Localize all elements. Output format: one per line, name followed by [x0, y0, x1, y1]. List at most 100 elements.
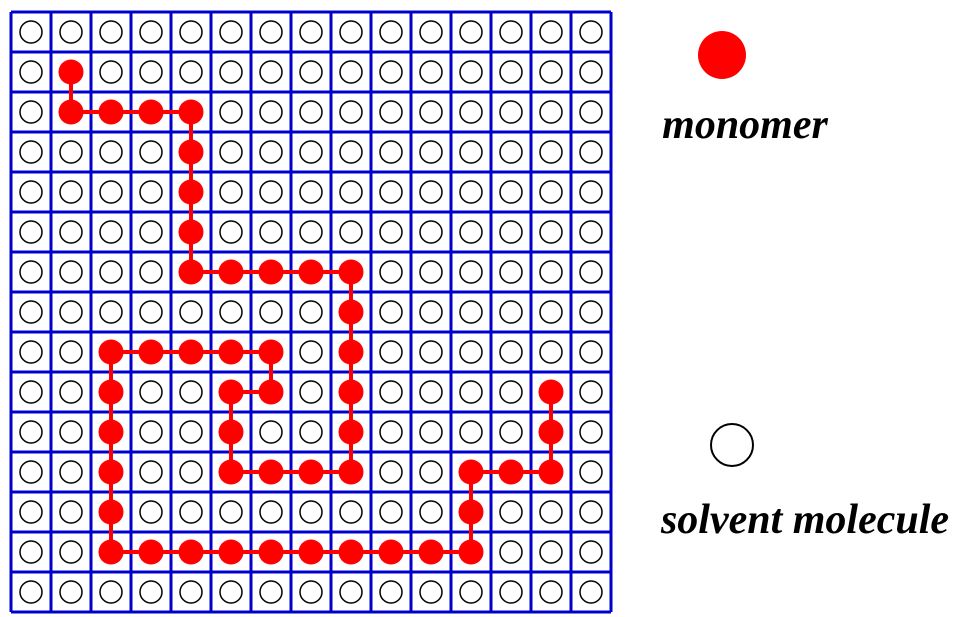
- solvent-molecule: [500, 181, 522, 203]
- solvent-molecule: [540, 501, 562, 523]
- monomer: [339, 540, 364, 565]
- monomer: [459, 540, 484, 565]
- solvent-molecule: [420, 21, 442, 43]
- solvent-molecule: [340, 101, 362, 123]
- monomer: [99, 460, 124, 485]
- solvent-molecule: [220, 581, 242, 603]
- solvent-molecule: [380, 301, 402, 323]
- solvent-molecule: [420, 461, 442, 483]
- monomer: [139, 100, 164, 125]
- solvent-molecule: [260, 61, 282, 83]
- solvent-molecule: [500, 261, 522, 283]
- monomer: [219, 460, 244, 485]
- monomer: [179, 340, 204, 365]
- solvent-molecule: [180, 21, 202, 43]
- solvent-molecule: [60, 381, 82, 403]
- solvent-molecule: [260, 21, 282, 43]
- solvent-molecule: [20, 341, 42, 363]
- monomer: [59, 100, 84, 125]
- solvent-molecule: [260, 581, 282, 603]
- solvent-molecule: [300, 101, 322, 123]
- solvent-molecule: [500, 61, 522, 83]
- solvent-molecule: [180, 461, 202, 483]
- solvent-molecule: [260, 501, 282, 523]
- monomer: [219, 420, 244, 445]
- solvent-molecule: [180, 61, 202, 83]
- solvent-molecule: [580, 301, 602, 323]
- solvent-molecule: [340, 221, 362, 243]
- monomer: [339, 380, 364, 405]
- monomer: [459, 500, 484, 525]
- solvent-molecule: [140, 221, 162, 243]
- monomer: [299, 460, 324, 485]
- solvent-molecule: [20, 381, 42, 403]
- solvent-molecule: [220, 61, 242, 83]
- solvent-molecule: [60, 341, 82, 363]
- solvent-molecule: [380, 101, 402, 123]
- solvent-molecule: [580, 581, 602, 603]
- solvent-molecule: [340, 141, 362, 163]
- solvent-molecule: [540, 101, 562, 123]
- solvent-molecule: [140, 181, 162, 203]
- solvent-molecule: [220, 221, 242, 243]
- solvent-molecule: [60, 541, 82, 563]
- solvent-legend-icon: [711, 424, 753, 466]
- solvent-molecule: [460, 141, 482, 163]
- solvent-molecule: [500, 541, 522, 563]
- monomer: [179, 260, 204, 285]
- solvent-molecule: [500, 141, 522, 163]
- solvent-molecule: [60, 581, 82, 603]
- monomer: [339, 260, 364, 285]
- solvent-molecule: [420, 381, 442, 403]
- monomer: [339, 300, 364, 325]
- solvent-molecule: [100, 221, 122, 243]
- solvent-molecule: [380, 341, 402, 363]
- solvent-molecule: [180, 581, 202, 603]
- solvent-molecule: [60, 21, 82, 43]
- solvent-molecule: [380, 181, 402, 203]
- solvent-molecule: [580, 101, 602, 123]
- solvent-molecule: [540, 61, 562, 83]
- monomer: [99, 340, 124, 365]
- solvent-molecule: [420, 181, 442, 203]
- solvent-molecule: [140, 421, 162, 443]
- solvent-molecule: [300, 181, 322, 203]
- solvent-molecule: [500, 501, 522, 523]
- monomer: [539, 420, 564, 445]
- solvent-molecule: [420, 261, 442, 283]
- lattice-diagram: monomer solvent molecule: [0, 0, 976, 617]
- solvent-molecule: [60, 181, 82, 203]
- solvent-molecule: [460, 221, 482, 243]
- monomer: [219, 540, 244, 565]
- monomer: [259, 460, 284, 485]
- solvent-molecule: [20, 141, 42, 163]
- solvent-molecule: [20, 101, 42, 123]
- solvent-molecule: [580, 21, 602, 43]
- solvent-molecule: [260, 301, 282, 323]
- solvent-molecule: [380, 261, 402, 283]
- polymer-chain: [59, 60, 564, 565]
- solvent-molecule: [580, 381, 602, 403]
- solvent-molecule: [460, 381, 482, 403]
- solvent-molecule: [60, 141, 82, 163]
- solvent-molecule: [300, 21, 322, 43]
- solvent-molecule: [540, 341, 562, 363]
- solvent-molecule: [60, 261, 82, 283]
- solvent-molecule: [20, 261, 42, 283]
- solvent-molecule: [140, 261, 162, 283]
- solvent-molecule: [420, 141, 442, 163]
- solvent-molecule: [300, 141, 322, 163]
- solvent-molecule: [540, 301, 562, 323]
- solvent-molecule: [420, 421, 442, 443]
- solvent-molecule: [300, 581, 322, 603]
- solvent-molecule: [220, 301, 242, 323]
- monomer-label: monomer: [662, 102, 828, 148]
- monomer-legend-icon: [698, 31, 746, 79]
- solvent-molecule: [100, 181, 122, 203]
- solvent-molecule: [140, 461, 162, 483]
- solvent-molecule: [500, 581, 522, 603]
- solvent-molecule: [420, 101, 442, 123]
- monomer: [299, 540, 324, 565]
- solvent-molecule: [460, 421, 482, 443]
- monomer: [339, 340, 364, 365]
